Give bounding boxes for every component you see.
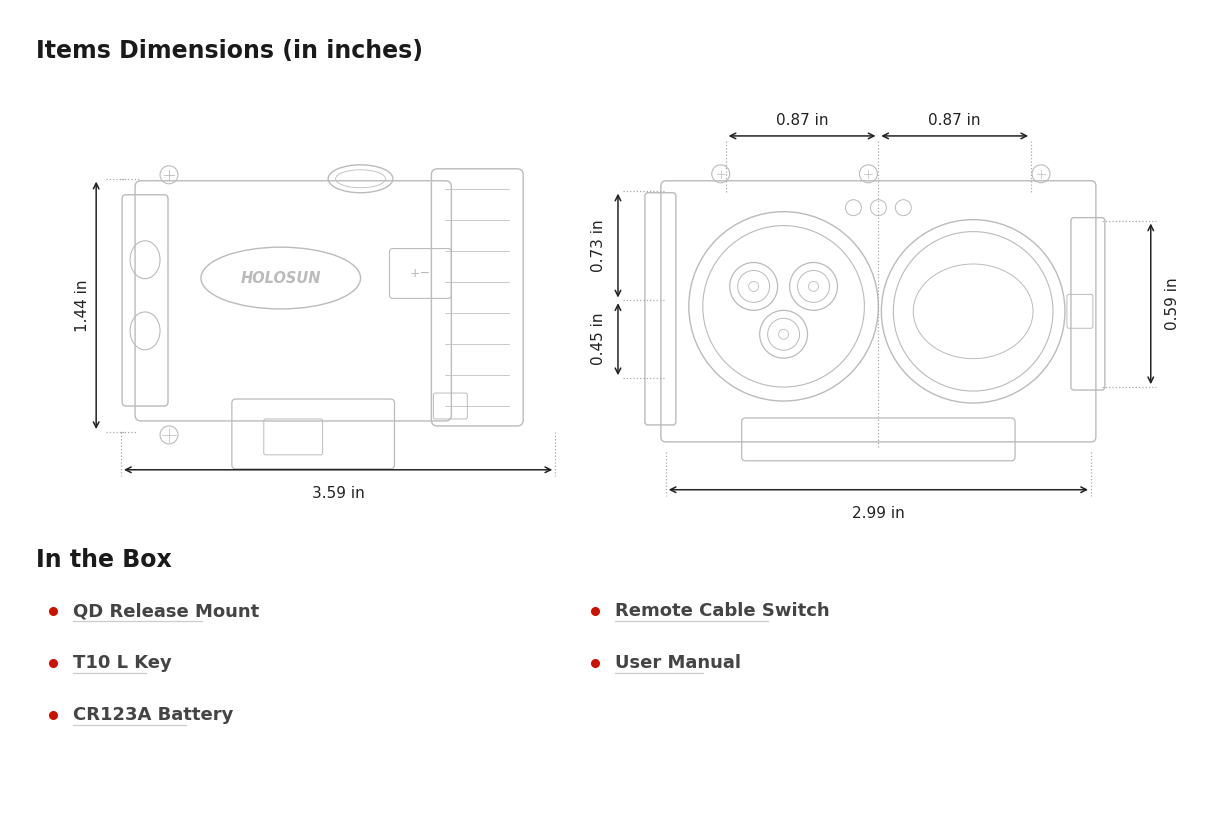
Text: HOLOSUN: HOLOSUN [240,270,320,286]
Text: 3.59 in: 3.59 in [312,486,364,500]
Text: Items Dimensions (in inches): Items Dimensions (in inches) [36,39,424,63]
Text: +−: +− [410,267,431,280]
Text: QD Release Mount: QD Release Mount [73,602,260,620]
Text: 0.73 in: 0.73 in [591,219,606,272]
Text: CR123A Battery: CR123A Battery [73,706,233,724]
Text: 0.87 in: 0.87 in [929,113,981,128]
Text: 0.45 in: 0.45 in [591,313,606,365]
Text: User Manual: User Manual [615,654,741,672]
Text: 1.44 in: 1.44 in [75,279,90,332]
Text: 0.87 in: 0.87 in [776,113,828,128]
Text: T10 L Key: T10 L Key [73,654,172,672]
Text: Remote Cable Switch: Remote Cable Switch [615,602,829,620]
Text: 2.99 in: 2.99 in [852,505,904,521]
Text: In the Box: In the Box [36,548,172,572]
Text: 0.59 in: 0.59 in [1164,278,1180,330]
